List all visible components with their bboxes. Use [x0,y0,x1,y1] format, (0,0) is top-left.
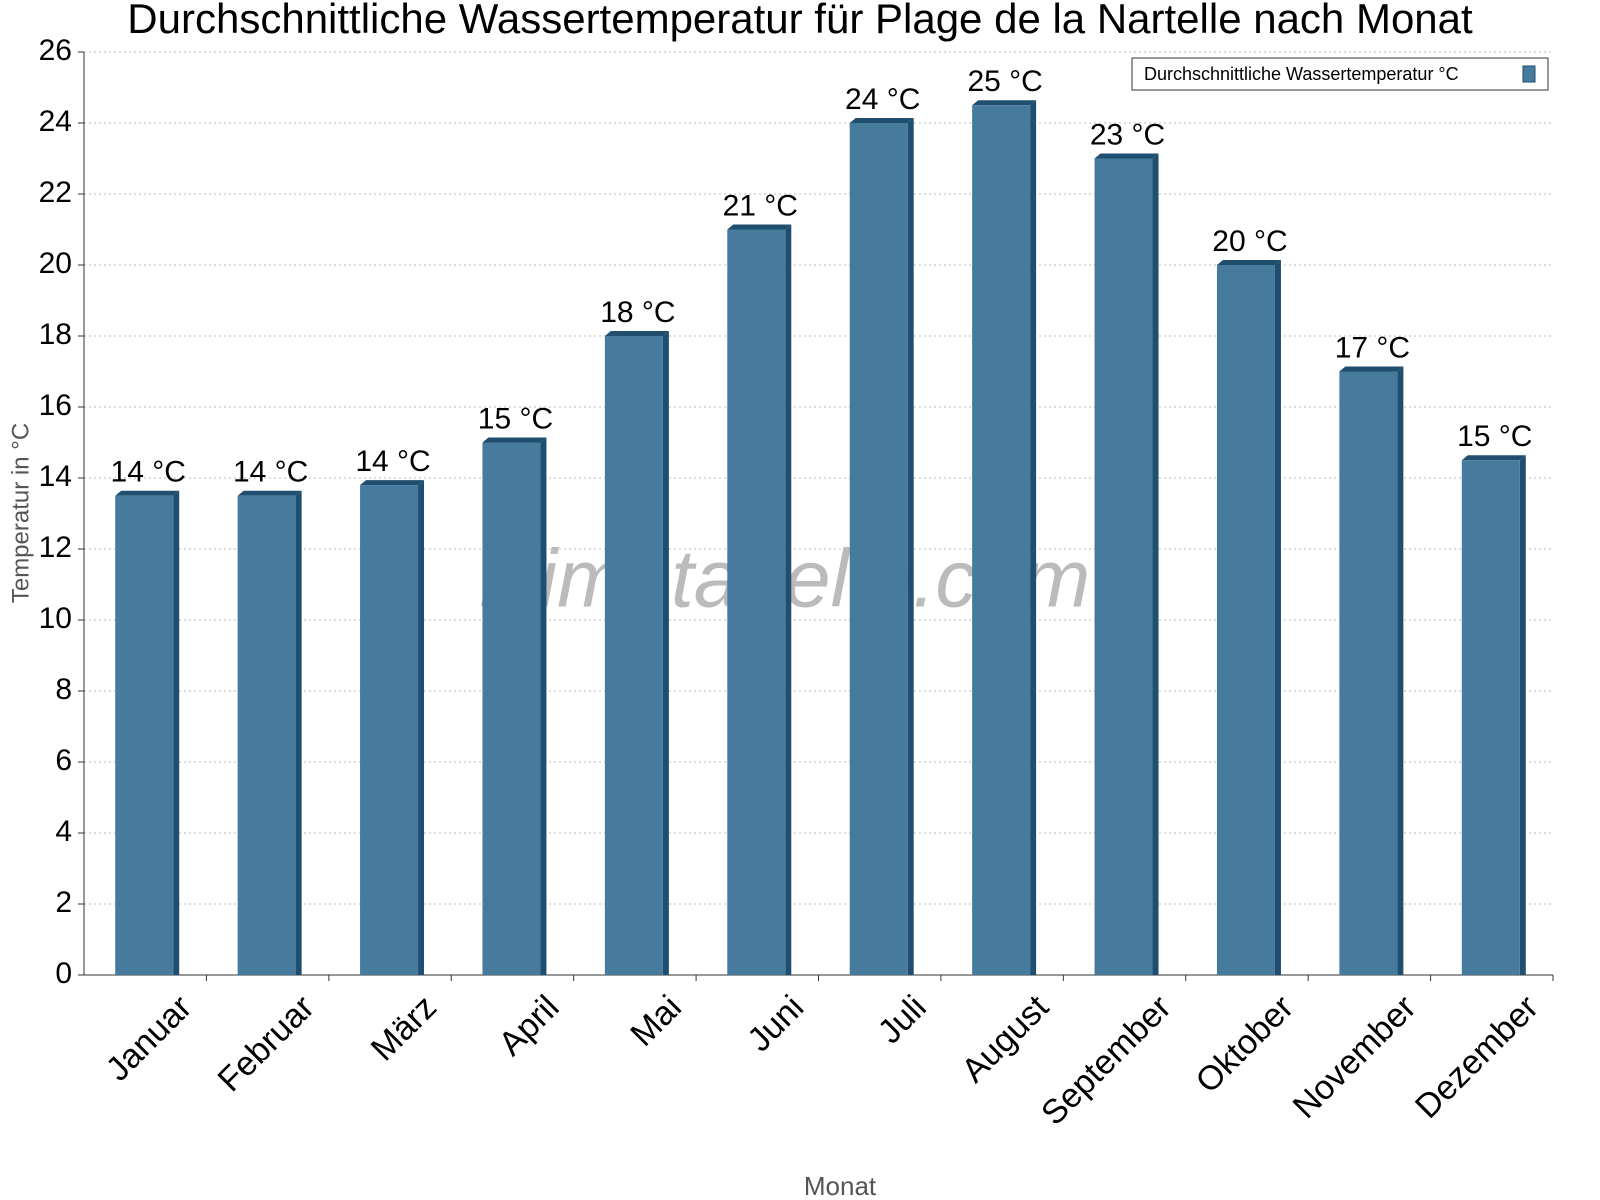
bar [1339,371,1398,975]
x-tick-label: Oktober [1189,988,1301,1100]
y-axis-label: Temperatur in °C [7,423,34,603]
bar-group [482,437,547,975]
y-tick-label: 24 [39,105,72,138]
bar [727,229,786,975]
value-label: 15 °C [478,402,553,435]
bar [482,442,541,975]
bar-side [662,331,669,975]
bar-side [1274,260,1281,975]
bar-side [1397,366,1404,975]
value-label: 14 °C [355,445,430,478]
x-tick-label: Februar [211,988,322,1099]
y-tick-label: 2 [55,886,72,919]
y-tick-label: 16 [39,389,72,422]
value-label: 14 °C [111,456,186,489]
bar-group [115,490,180,975]
bar-group [727,224,792,975]
bar [604,336,663,975]
value-label: 15 °C [1457,420,1532,453]
bar-group [1461,455,1526,975]
value-label: 14 °C [233,456,308,489]
y-tick-label: 6 [55,744,72,777]
value-label: 23 °C [1090,118,1165,151]
legend-swatch [1522,65,1536,83]
bar-top [849,118,914,123]
bar [1216,265,1275,975]
y-tick-label: 26 [39,34,72,67]
bar-side [1152,153,1159,975]
bar-top [1461,455,1526,461]
bar [1461,460,1520,975]
chart-title: Durchschnittliche Wassertemperatur für P… [127,0,1473,42]
bar [237,495,296,975]
bar-side [418,480,425,975]
bar-top [1094,153,1159,159]
x-tick-label: Juni [740,988,811,1059]
x-tick-label: Juli [871,988,934,1051]
bar-group [604,331,669,975]
legend-label: Durchschnittliche Wassertemperatur °C [1144,64,1459,84]
bar-top [604,331,669,336]
value-label: 20 °C [1212,225,1287,258]
bar-side [295,490,302,975]
bar-side [540,437,547,975]
y-tick-label: 14 [39,460,72,493]
x-axis-label: Monat [804,1171,877,1200]
bar-top [360,480,425,486]
y-tick-label: 8 [55,673,72,706]
bar-group [1339,366,1404,975]
bar-side [785,224,792,975]
value-label: 18 °C [600,296,675,329]
bar-group [972,100,1037,975]
bar-top [1216,260,1281,265]
bar-group [849,118,914,975]
y-tick-label: 0 [55,957,72,990]
bar-side [1030,100,1037,975]
value-label: 25 °C [967,65,1042,98]
bar [972,105,1031,975]
bar-top [482,437,547,443]
bar-side [173,490,180,975]
bar [360,485,419,975]
bar [115,495,174,975]
value-label: 24 °C [845,83,920,116]
bar-group [360,480,425,975]
bar-group [237,490,302,975]
x-tick-label: April [491,988,566,1063]
x-tick-label: September [1034,988,1178,1132]
y-tick-label: 12 [39,531,72,564]
value-label: 21 °C [723,189,798,222]
bar-group [1216,260,1281,975]
y-tick-label: 10 [39,602,72,635]
x-tick-label: Januar [99,988,199,1088]
bar-group [1094,153,1159,975]
y-tick-label: 18 [39,318,72,351]
bar [1094,158,1153,975]
value-label: 17 °C [1335,331,1410,364]
x-tick-label: August [954,988,1056,1090]
y-tick-label: 4 [55,815,72,848]
y-tick-label: 20 [39,247,72,280]
bar-top [237,490,302,496]
x-tick-label: März [364,988,444,1068]
y-tick-label: 22 [39,176,72,209]
bar-top [115,490,180,496]
bar-side [907,118,914,975]
bar [849,123,908,975]
x-tick-label: November [1286,988,1424,1126]
bar-top [727,224,792,230]
bar-top [1339,366,1404,372]
legend-box [1131,57,1549,91]
bar-top [972,100,1037,106]
x-tick-label: Mai [623,988,689,1054]
x-tick-label: Dezember [1408,988,1546,1126]
bar-side [1519,455,1526,975]
